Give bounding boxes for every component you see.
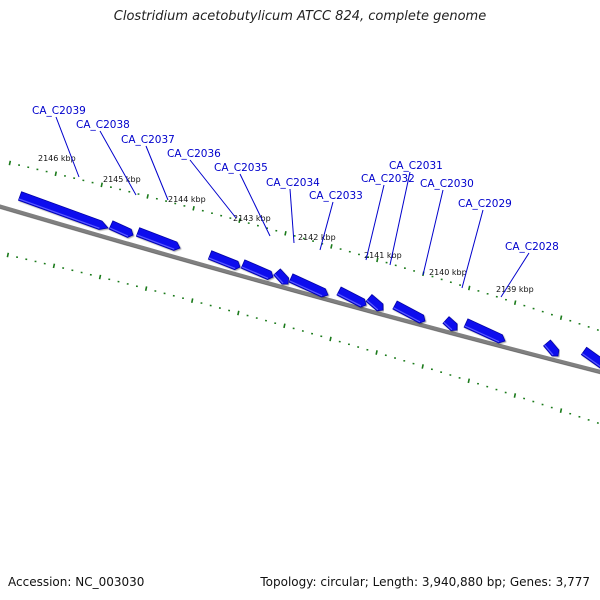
gene-label[interactable]: CA_C2030: [420, 178, 474, 190]
gene-leader-line: [99, 130, 137, 196]
gene-track: [17, 191, 600, 369]
gene-arrow[interactable]: [392, 300, 426, 324]
gene-arrow-highlight: [464, 325, 500, 343]
tick-mark: [98, 274, 102, 280]
kbp-tick-label: 2139 kbp: [496, 285, 534, 294]
tick-mark: [144, 286, 148, 291]
tick-mark: [8, 160, 12, 166]
tick-mark: [467, 378, 471, 384]
gene-arrow[interactable]: [336, 286, 367, 308]
tick-mark: [146, 194, 149, 199]
gene-label[interactable]: CA_C2033: [309, 190, 363, 202]
tick-mark: [330, 244, 333, 249]
tick-mark: [513, 300, 517, 305]
tick-mark: [559, 408, 563, 413]
gene-label[interactable]: CA_C2031: [389, 160, 443, 172]
gene-arrow-highlight: [393, 307, 421, 323]
kbp-tick-label: 2145 kbp: [103, 175, 141, 184]
tick-mark: [6, 252, 10, 258]
gene-arrow[interactable]: [207, 250, 241, 271]
gene-leader-line: [461, 209, 484, 289]
tick-mark: [467, 285, 471, 291]
gene-label[interactable]: CA_C2028: [505, 241, 559, 253]
kbp-tick-label: 2141 kbp: [364, 251, 402, 260]
gene-leader-line: [55, 116, 80, 178]
tick-mark: [192, 205, 195, 211]
gene-label[interactable]: CA_C2038: [76, 119, 130, 131]
gene-arrow[interactable]: [463, 318, 506, 344]
gene-label[interactable]: CA_C2036: [167, 148, 221, 160]
genome-backbone: [0, 204, 600, 374]
tick-mark: [190, 298, 194, 303]
gene-leader-line: [365, 184, 385, 261]
kbp-tick-label: 2143 kbp: [233, 214, 271, 223]
gene-arrow[interactable]: [17, 191, 109, 230]
gene-arrow-highlight: [443, 321, 453, 331]
gene-leader-line: [289, 188, 295, 244]
kbp-tick-label: 2142 kbp: [298, 233, 336, 242]
gene-arrow[interactable]: [273, 268, 290, 285]
tick-mark: [54, 171, 58, 177]
tick-label-group: 2146 kbp 2145 kbp 2144 kbp 2143 kbp 2142 kbp…: [38, 154, 534, 294]
map-title: Clostridium acetobutylicum ATCC 824, com…: [113, 9, 487, 24]
tick-mark: [329, 336, 332, 342]
genome-summary: Topology: circular; Length: 3,940,880 bp…: [260, 575, 590, 589]
gene-label[interactable]: CA_C2039: [32, 105, 86, 117]
gene-arrow[interactable]: [442, 316, 458, 332]
gene-arrow[interactable]: [135, 227, 181, 251]
gene-arrow-highlight: [136, 234, 175, 250]
gene-arrow-highlight: [337, 293, 362, 307]
gene-label[interactable]: CA_C2037: [121, 134, 175, 146]
gene-label[interactable]: CA_C2034: [266, 177, 320, 189]
gene-label[interactable]: CA_C2032: [361, 173, 415, 185]
tick-mark: [100, 182, 103, 188]
gene-arrow[interactable]: [288, 273, 329, 298]
gene-label[interactable]: CA_C2035: [214, 162, 268, 174]
gene-arrow-highlight: [274, 273, 284, 284]
kbp-tick-label: 2140 kbp: [429, 268, 467, 277]
tick-mark: [52, 263, 56, 269]
gene-arrow-highlight: [544, 344, 554, 356]
gene-arrow-highlight: [289, 280, 323, 297]
gene-leader-line: [319, 201, 334, 251]
tick-mark: [513, 393, 517, 398]
gene-arrow[interactable]: [108, 220, 134, 238]
tick-mark: [238, 218, 241, 223]
gene-leader-line: [500, 252, 530, 298]
tick-mark: [421, 364, 424, 369]
kbp-tick-label: 2146 kbp: [38, 154, 76, 163]
gene-leader-line: [239, 173, 271, 237]
gene-arrow-highlight: [366, 299, 379, 311]
gene-arrow-highlight: [109, 227, 129, 237]
gene-leader-line: [422, 189, 444, 276]
kbp-tick-label: 2144 kbp: [168, 195, 206, 204]
gene-arrow-highlight: [241, 266, 269, 279]
gene-leader-line: [189, 159, 237, 219]
tick-mark: [237, 310, 240, 316]
gene-arrow-highlight: [208, 257, 236, 269]
tick-mark: [375, 350, 378, 355]
gene-arrow[interactable]: [543, 339, 560, 357]
tick-mark: [283, 323, 286, 329]
gene-label[interactable]: CA_C2029: [458, 198, 512, 210]
gene-arrow-highlight: [18, 198, 100, 229]
gene-arrow[interactable]: [365, 294, 384, 312]
inner-tick-ring: [6, 252, 599, 424]
gene-arrow[interactable]: [240, 259, 274, 280]
tick-mark: [376, 257, 379, 263]
tick-mark: [284, 230, 287, 236]
tick-mark: [559, 315, 563, 321]
gene-leader-line: [145, 145, 169, 201]
gene-label-group: CA_C2039 CA_C2038 CA_C2037 CA_C2036 CA_C2035…: [32, 105, 559, 298]
accession-text: Accession: NC_003030: [8, 575, 145, 589]
gene-leader-line: [389, 171, 411, 266]
